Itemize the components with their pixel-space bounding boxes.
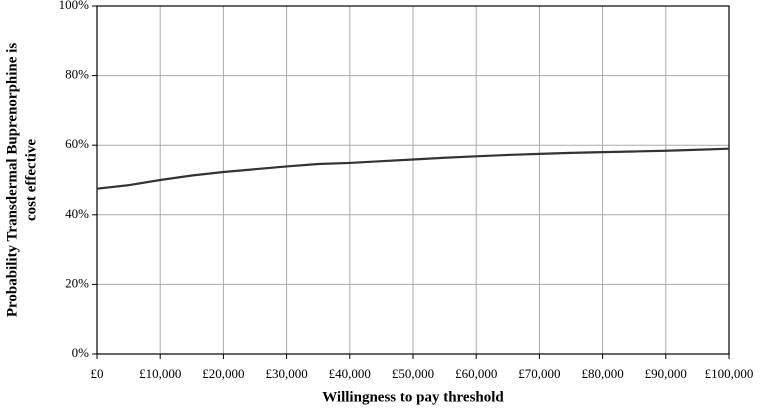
x-tick-label: £40,000 [329,366,371,381]
x-tick-label: £30,000 [265,366,307,381]
y-tick-label: 20% [65,275,89,290]
x-tick-label: £60,000 [455,366,497,381]
y-tick-label: 40% [65,206,89,221]
x-tick-label: £100,000 [705,366,754,381]
y-tick-label: 60% [65,136,89,151]
x-tick-label: £20,000 [202,366,244,381]
plot-frame [96,5,730,355]
y-axis-title: Probability Transdermal Buprenorphine is [4,43,20,318]
x-tick-label: £80,000 [581,366,623,381]
x-tick-label: £70,000 [518,366,560,381]
data-line [96,147,730,190]
x-tick-label: £0 [91,366,104,381]
x-tick-label: £50,000 [392,366,434,381]
y-axis-title: cost effective [23,139,39,221]
x-tick-label: £10,000 [139,366,181,381]
x-tick-label: £90,000 [645,366,687,381]
y-tick-label: 0% [72,345,90,360]
y-tick-label: 100% [59,0,90,12]
y-tick-label: 80% [65,67,89,82]
x-axis-title: Willingness to pay threshold [322,389,504,405]
